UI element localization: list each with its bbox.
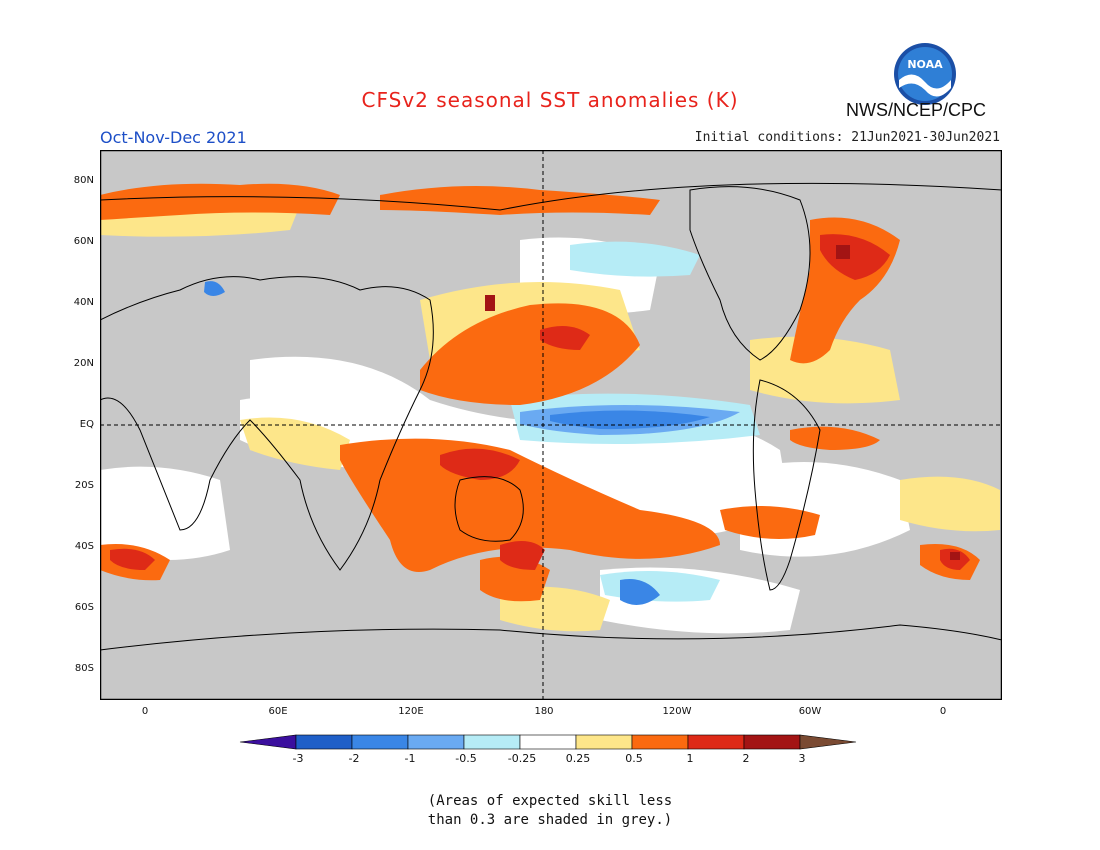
- colorbar-tick: 2: [742, 752, 750, 765]
- agency-label: NWS/NCEP/CPC: [846, 100, 987, 120]
- lat-label-60n: 60N: [73, 236, 94, 247]
- lon-label-60w: 60W: [798, 706, 822, 717]
- lat-label-80s: 80S: [74, 663, 94, 674]
- colorbar-tick: -2: [348, 752, 360, 765]
- colorbar-swatch: [687, 734, 745, 750]
- lat-label-80n: 80N: [73, 175, 94, 186]
- skill-note-line: than 0.3 are shaded in grey.): [427, 812, 673, 828]
- skill-note: (Areas of expected skill less than 0.3 a…: [0, 792, 1100, 830]
- colorbar-swatch: [631, 734, 689, 750]
- season-label: Oct-Nov-Dec 2021: [100, 128, 247, 147]
- colorbar-swatch: [351, 734, 409, 750]
- initial-conditions-label: Initial conditions: 21Jun2021-30Jun2021: [694, 130, 1000, 145]
- colorbar: [239, 734, 857, 750]
- colorbar-tick: -3: [292, 752, 304, 765]
- lon-label-120e: 120E: [398, 706, 424, 717]
- lon-label-0-east: 0: [939, 706, 947, 717]
- colorbar-tick: 1: [686, 752, 694, 765]
- svg-text:NOAA: NOAA: [907, 58, 943, 71]
- lon-label-60e: 60E: [268, 706, 288, 717]
- colorbar-tick: 0.5: [625, 752, 643, 765]
- colorbar-swatch: [295, 734, 353, 750]
- colorbar-tick: 0.25: [565, 752, 591, 765]
- colorbar-tick: -0.25: [507, 752, 537, 765]
- lat-label-40s: 40S: [74, 541, 94, 552]
- lat-label-40n: 40N: [73, 297, 94, 308]
- lon-label-0: 0: [141, 706, 149, 717]
- colorbar-swatch: [407, 734, 465, 750]
- lon-label-180: 180: [534, 706, 554, 717]
- colorbar-tick: -0.5: [455, 752, 477, 765]
- colorbar-extension-low: [239, 734, 297, 750]
- lon-label-120w: 120W: [662, 706, 692, 717]
- lat-label-20n: 20N: [73, 358, 94, 369]
- noaa-logo: NOAA: [893, 42, 957, 106]
- lat-label-eq: EQ: [79, 419, 94, 430]
- skill-note-line: (Areas of expected skill less: [427, 793, 673, 809]
- chart-title: CFSv2 seasonal SST anomalies (K): [361, 88, 739, 112]
- lat-label-60s: 60S: [74, 602, 94, 613]
- colorbar-swatch: [575, 734, 633, 750]
- colorbar-swatch: [519, 734, 577, 750]
- colorbar-swatch: [463, 734, 521, 750]
- colorbar-swatch: [743, 734, 801, 750]
- colorbar-tick: -1: [404, 752, 416, 765]
- sst-anomaly-map: [100, 150, 1002, 700]
- colorbar-tick: 3: [798, 752, 806, 765]
- colorbar-extension-high: [799, 734, 857, 750]
- lat-label-20s: 20S: [74, 480, 94, 491]
